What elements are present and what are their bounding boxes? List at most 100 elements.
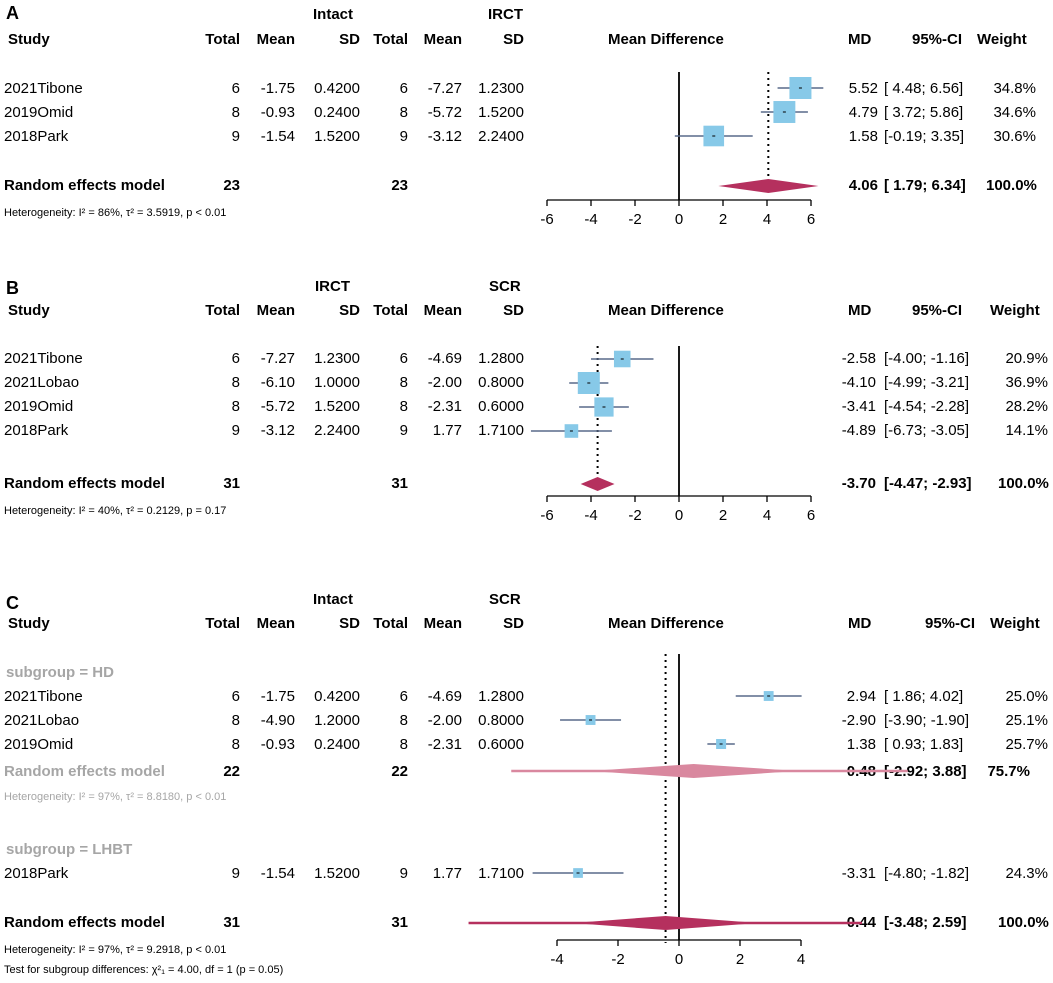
forest-panel-c: C Intact SCR Study Total Mean SD Total M… [0,588,1053,983]
study-n2: 6 [399,688,408,705]
header-md: MD [848,302,872,319]
group2-label: IRCT [488,6,523,23]
x-tick-label: 4 [763,211,771,228]
header-mean-1: Mean [256,31,295,48]
group2-label: SCR [489,591,521,608]
study-sd2: 0.6000 [478,398,524,415]
header-study: Study [8,302,50,319]
study-n1: 8 [231,104,240,121]
study-mean2: -2.31 [427,736,462,753]
x-tick-label: 6 [807,507,815,524]
header-mean-2: Mean [423,31,462,48]
study-name: 2018Park [4,422,69,439]
panel-label: C [6,593,19,613]
subgroup-heterogeneity-text: Heterogeneity: I² = 97%, τ² = 8.8180, p … [4,791,227,803]
study-n1: 6 [231,688,240,705]
header-sd-1: SD [339,615,360,632]
study-ci: [-4.80; -1.82] [884,865,970,882]
study-mean2: -2.00 [427,712,462,729]
study-name: 2021Tibone [4,80,83,97]
panel-label: A [6,3,19,23]
study-sd1: 0.2400 [314,104,360,121]
study-n1: 6 [231,80,240,97]
study-n1: 9 [231,865,240,882]
study-name: 2019Omid [4,398,74,415]
study-mean1: -4.90 [260,712,295,729]
study-weight: 24.3% [1005,865,1048,882]
study-mean1: -3.12 [260,422,295,439]
study-ci: [-4.54; -2.28] [884,398,970,415]
study-ci: [-3.90; -1.90] [884,712,970,729]
study-md: 1.38 [846,736,876,753]
study-sd1: 1.2000 [314,712,360,729]
pooled-label: Random effects model [4,177,165,194]
header-total-2: Total [373,31,408,48]
study-name: 2019Omid [4,736,74,753]
header-mean-2: Mean [423,302,462,319]
header-study: Study [8,615,50,632]
study-mean1: -1.54 [260,865,295,882]
study-weight: 28.2% [1005,398,1048,415]
heterogeneity-text: Heterogeneity: I² = 97%, τ² = 9.2918, p … [4,944,227,956]
group2-label: SCR [489,278,521,295]
pooled-ci: [-3.48; 2.59] [884,914,967,931]
study-weight: 25.0% [1005,688,1048,705]
study-mean2: -7.27 [427,80,462,97]
subgroup-pooled-weight: 75.7% [987,763,1030,780]
header-weight: Weight [990,302,1040,319]
heterogeneity-text: Heterogeneity: I² = 86%, τ² = 3.5919, p … [4,207,227,219]
subgroup-pooled-n1: 22 [223,763,240,780]
header-mean-2: Mean [423,615,462,632]
study-sd2: 1.2800 [478,350,524,367]
pooled-n1: 31 [223,914,240,931]
study-n2: 6 [399,350,408,367]
x-tick-label: 2 [719,507,727,524]
pooled-label: Random effects model [4,475,165,492]
header-weight: Weight [977,31,1027,48]
header-mean-difference: Mean Difference [608,302,724,319]
study-mean1: -0.93 [260,736,295,753]
subgroup-pooled-ci: [-2.92; 3.88] [884,763,967,780]
pooled-n2: 23 [391,177,408,194]
header-ci: 95%-CI [925,615,976,632]
subgroup-test-text: Test for subgroup differences: χ²₁ = 4.0… [4,964,284,976]
study-mean1: -7.27 [260,350,295,367]
group1-label: Intact [313,591,354,608]
header-sd-2: SD [503,615,524,632]
x-tick-label: 0 [675,507,683,524]
pooled-n2: 31 [391,475,408,492]
study-md: -3.41 [841,398,876,415]
heterogeneity-text: Heterogeneity: I² = 40%, τ² = 0.2129, p … [4,505,227,517]
study-sd1: 0.4200 [314,688,360,705]
header-ci: 95%-CI [912,302,963,319]
study-sd2: 1.7100 [478,422,524,439]
x-tick-label: 6 [807,211,815,228]
study-md: -3.31 [841,865,876,882]
pooled-n1: 31 [223,475,240,492]
pooled-diamond [572,916,758,930]
study-weight: 25.1% [1005,712,1048,729]
study-ci: [ 0.93; 1.83] [884,736,964,753]
pooled-md: 4.06 [848,177,878,194]
subgroup-pooled-n2: 22 [391,763,408,780]
study-md: -2.58 [841,350,876,367]
study-n1: 6 [231,350,240,367]
study-weight: 34.8% [993,80,1036,97]
study-mean2: -2.31 [427,398,462,415]
subgroup-label: subgroup = HD [6,664,114,681]
header-total-2: Total [373,302,408,319]
study-n2: 8 [399,736,408,753]
x-tick-label: -2 [628,507,641,524]
header-total-2: Total [373,615,408,632]
x-tick-label: 4 [797,951,805,968]
study-mean2: -4.69 [427,350,462,367]
x-tick-label: -4 [584,507,597,524]
subgroup-pooled-label: Random effects model [4,763,165,780]
study-n1: 8 [231,374,240,391]
header-weight: Weight [990,615,1040,632]
study-ci: [-4.00; -1.16] [884,350,970,367]
study-ci: [ 4.48; 6.56] [884,80,964,97]
header-total-1: Total [205,302,240,319]
study-mean2: -5.72 [427,104,462,121]
study-mean2: -3.12 [427,128,462,145]
